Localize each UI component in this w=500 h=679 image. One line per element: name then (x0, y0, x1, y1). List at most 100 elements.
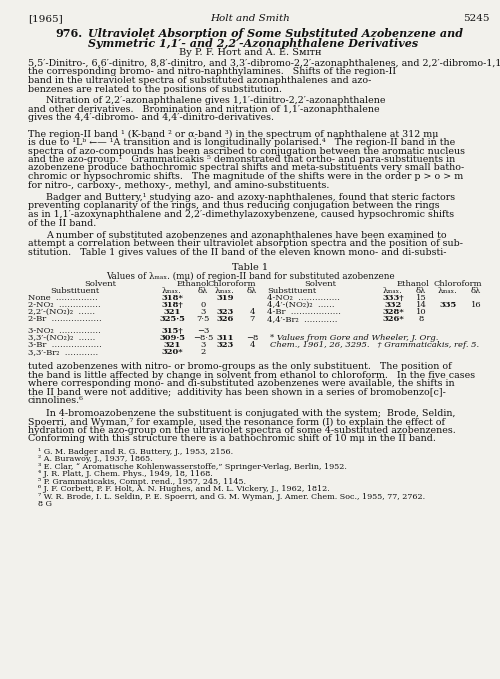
Text: Chloroform: Chloroform (208, 280, 256, 287)
Text: 4: 4 (249, 308, 255, 316)
Text: 4-Br  ………………: 4-Br ……………… (267, 308, 341, 316)
Text: benzenes are related to the positions of substitution.: benzenes are related to the positions of… (28, 84, 282, 94)
Text: 325·5: 325·5 (159, 316, 185, 323)
Text: 3: 3 (200, 341, 205, 349)
Text: 3,3′-Br₂  …………: 3,3′-Br₂ ………… (28, 348, 98, 356)
Text: ⁴ J. R. Platt, J. Chem. Phys., 1949, 18, 1168.: ⁴ J. R. Platt, J. Chem. Phys., 1949, 18,… (38, 471, 213, 479)
Text: 320*: 320* (161, 348, 183, 356)
Text: as in 1,1′-azoxynaphthalene and 2,2′-dimethylazoxybenzene, caused hypsochromic s: as in 1,1′-azoxynaphthalene and 2,2′-dim… (28, 210, 454, 219)
Text: 3-Br  ………………: 3-Br ……………… (28, 341, 102, 349)
Text: 4: 4 (249, 341, 255, 349)
Text: Table 1: Table 1 (232, 263, 268, 272)
Text: the II band were not additive;  additivity has been shown in a series of bromobe: the II band were not additive; additivit… (28, 388, 446, 397)
Text: 4,4′-(NO₂)₂  ……: 4,4′-(NO₂)₂ …… (267, 301, 334, 309)
Text: 321: 321 (164, 341, 180, 349)
Text: δλ: δλ (247, 287, 257, 295)
Text: Symmetric 1,1′- and 2,2′-Azonaphthalene Derivatives: Symmetric 1,1′- and 2,2′-Azonaphthalene … (88, 38, 418, 49)
Text: δλ: δλ (416, 287, 426, 295)
Text: 315†: 315† (161, 327, 183, 335)
Text: chromic or hypsochromic shifts.   The magnitude of the shifts were in the order : chromic or hypsochromic shifts. The magn… (28, 172, 463, 181)
Text: 16: 16 (470, 301, 482, 309)
Text: and other derivatives.   Bromination and nitration of 1,1′-azonaphthalene: and other derivatives. Bromination and n… (28, 105, 380, 113)
Text: Solvent: Solvent (304, 280, 336, 287)
Text: Ultraviolet Absorption of Some Substituted Azobenzene and: Ultraviolet Absorption of Some Substitut… (88, 28, 463, 39)
Text: 309·5: 309·5 (159, 334, 185, 342)
Text: 2-NO₂  ……………: 2-NO₂ …………… (28, 301, 101, 309)
Text: In 4-bromoazobenzene the substituent is conjugated with the system;  Brode, Seld: In 4-bromoazobenzene the substituent is … (46, 409, 456, 418)
Text: Holt and Smith: Holt and Smith (210, 14, 290, 23)
Text: 7·5: 7·5 (196, 316, 209, 323)
Text: gives the 4,4′-dibromo- and 4,4′-dinitro-derivatives.: gives the 4,4′-dibromo- and 4,4′-dinitro… (28, 113, 274, 122)
Text: ³ E. Clar, “ Aromatische Kohlenwasserstoffe,” Springer-Verlag, Berlin, 1952.: ³ E. Clar, “ Aromatische Kohlenwassersto… (38, 463, 347, 471)
Text: the band is little affected by change in solvent from ethanol to chloroform.   I: the band is little affected by change in… (28, 371, 475, 380)
Text: * Values from Gore and Wheeler, J. Org.: * Values from Gore and Wheeler, J. Org. (270, 334, 438, 342)
Text: 328*: 328* (382, 308, 404, 316)
Text: 14: 14 (416, 301, 426, 309)
Text: band in the ultraviolet spectra of substituted azonaphthalenes and azo-: band in the ultraviolet spectra of subst… (28, 76, 372, 85)
Text: Values of λₘₐₓ. (mμ) of region-II band for substituted azobenzene: Values of λₘₐₓ. (mμ) of region-II band f… (106, 272, 395, 280)
Text: 7: 7 (250, 316, 254, 323)
Text: and the azo-group.¹   Grammaticakis ⁵ demonstrated that ortho- and para-substitu: and the azo-group.¹ Grammaticakis ⁵ demo… (28, 155, 455, 164)
Text: δλ: δλ (471, 287, 481, 295)
Text: Chloroform: Chloroform (434, 280, 482, 287)
Text: 4,4′-Br₂  …………: 4,4′-Br₂ ………… (267, 316, 338, 323)
Text: cinnolines.⁶: cinnolines.⁶ (28, 397, 84, 405)
Text: Conforming with this structure there is a bathochromic shift of 10 mμ in the II : Conforming with this structure there is … (28, 435, 436, 443)
Text: λₘₐₓ.: λₘₐₓ. (438, 287, 458, 295)
Text: ⁶ J. F. Corbett, P. F. Holt, A. N. Hughes, and M. L. Vickery, J., 1962, 1812.: ⁶ J. F. Corbett, P. F. Holt, A. N. Hughe… (38, 485, 330, 494)
Text: Ethanol: Ethanol (176, 280, 210, 287)
Text: 3,3′-(NO₂)₂  ……: 3,3′-(NO₂)₂ …… (28, 334, 96, 342)
Text: the corresponding bromo- and nitro-naphthylamines.   Shifts of the region-II: the corresponding bromo- and nitro-napht… (28, 67, 396, 77)
Text: 323: 323 (216, 308, 234, 316)
Text: ² A. Burawoy, J., 1937, 1865.: ² A. Burawoy, J., 1937, 1865. (38, 456, 152, 464)
Text: Substituent: Substituent (267, 287, 316, 295)
Text: 311: 311 (216, 334, 234, 342)
Text: azobenzene produce bathochromic spectral shifts and meta-substituents very small: azobenzene produce bathochromic spectral… (28, 164, 464, 172)
Text: 2-Br  ………………: 2-Br ……………… (28, 316, 102, 323)
Text: of the II band.: of the II band. (28, 219, 96, 227)
Text: The region-II band ¹ (K-band ² or α-band ³) in the spectrum of naphthalene at 31: The region-II band ¹ (K-band ² or α-band… (28, 130, 438, 139)
Text: 326: 326 (216, 316, 234, 323)
Text: By P. F. Hᴏᴛt and A. E. Sᴍɪᴛʜ: By P. F. Hᴏᴛt and A. E. Sᴍɪᴛʜ (179, 48, 321, 57)
Text: 326*: 326* (382, 316, 404, 323)
Text: spectra of azo-compounds has been ascribed to conjugation between the aromatic n: spectra of azo-compounds has been ascrib… (28, 147, 465, 155)
Text: where corresponding mono- and di-substituted azobenzenes were available, the shi: where corresponding mono- and di-substit… (28, 380, 454, 388)
Text: δλ: δλ (198, 287, 208, 295)
Text: λₘₐₓ.: λₘₐₓ. (215, 287, 235, 295)
Text: ¹ G. M. Badger and R. G. Buttery, J., 1953, 2156.: ¹ G. M. Badger and R. G. Buttery, J., 19… (38, 448, 233, 456)
Text: 318†: 318† (161, 301, 183, 309)
Text: Nitration of 2,2′-azonaphthalene gives 1,1′-dinitro-2,2′-azonaphthalene: Nitration of 2,2′-azonaphthalene gives 1… (46, 96, 386, 105)
Text: λₘₐₓ.: λₘₐₓ. (162, 287, 182, 295)
Text: hydration of the azo-group on the ultraviolet spectra of some 4-substituted azob: hydration of the azo-group on the ultrav… (28, 426, 456, 435)
Text: 10: 10 (416, 308, 426, 316)
Text: 3: 3 (200, 308, 205, 316)
Text: stitution.   Table 1 gives values of the II band of the eleven known mono- and d: stitution. Table 1 gives values of the I… (28, 248, 446, 257)
Text: [1965]: [1965] (28, 14, 63, 23)
Text: 323: 323 (216, 341, 234, 349)
Text: Spoerri, and Wyman,⁷ for example, used the resonance form (I) to explain the eff: Spoerri, and Wyman,⁷ for example, used t… (28, 418, 445, 426)
Text: 15: 15 (416, 294, 426, 302)
Text: λₘₐₓ.: λₘₐₓ. (383, 287, 403, 295)
Text: −3: −3 (197, 327, 209, 335)
Text: 0: 0 (200, 301, 205, 309)
Text: 8: 8 (418, 316, 424, 323)
Text: A number of substituted azobenzenes and azonaphthalenes have been examined to: A number of substituted azobenzenes and … (46, 231, 446, 240)
Text: 3-NO₂  ……………: 3-NO₂ …………… (28, 327, 101, 335)
Text: 8 G: 8 G (38, 500, 52, 509)
Text: None  ……………: None …………… (28, 294, 98, 302)
Text: attempt a correlation between their ultraviolet absorption spectra and the posit: attempt a correlation between their ultr… (28, 240, 463, 249)
Text: 4-NO₂  ……………: 4-NO₂ …………… (267, 294, 340, 302)
Text: is due to ¹Lᵇ ←— ¹A transition and is longitudinally polarised.⁴   The region-II: is due to ¹Lᵇ ←— ¹A transition and is lo… (28, 138, 455, 147)
Text: 2: 2 (200, 348, 205, 356)
Text: 318*: 318* (161, 294, 183, 302)
Text: 976.: 976. (55, 28, 82, 39)
Text: Solvent: Solvent (84, 280, 116, 287)
Text: 335: 335 (440, 301, 456, 309)
Text: for nitro-, carboxy-, methoxy-, methyl, and amino-substituents.: for nitro-, carboxy-, methoxy-, methyl, … (28, 181, 330, 189)
Text: ⁵ P. Grammaticakis, Compt. rend., 1957, 245, 1145.: ⁵ P. Grammaticakis, Compt. rend., 1957, … (38, 478, 246, 486)
Text: −8: −8 (246, 334, 258, 342)
Text: 2,2′-(NO₂)₂  ……: 2,2′-(NO₂)₂ …… (28, 308, 95, 316)
Text: 333†: 333† (382, 294, 404, 302)
Text: 5245: 5245 (464, 14, 490, 23)
Text: Chem., 1961, 26, 3295.   † Grammaticakis, ref. 5.: Chem., 1961, 26, 3295. † Grammaticakis, … (270, 341, 479, 349)
